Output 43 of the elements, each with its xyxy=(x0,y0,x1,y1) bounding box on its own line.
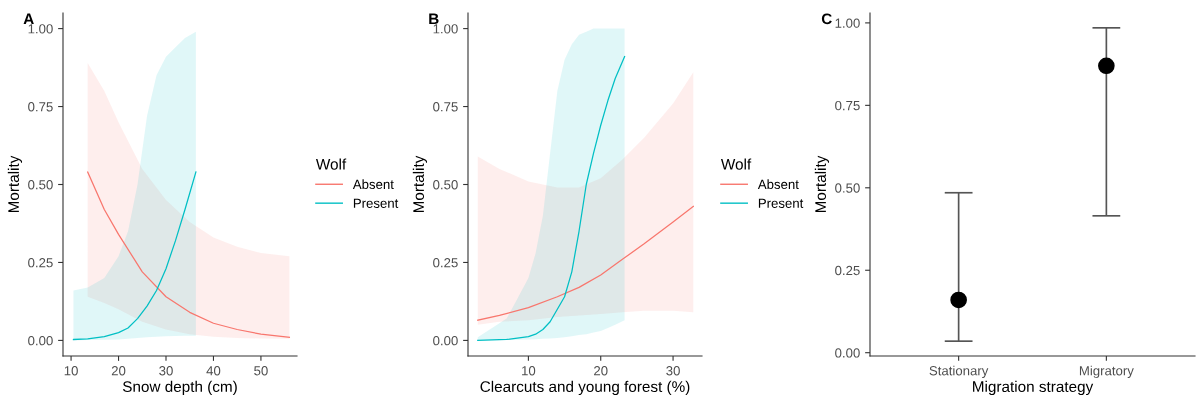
y-tick-label: 0.00 xyxy=(28,335,53,346)
x-tick-label: 50 xyxy=(254,366,268,376)
line-series xyxy=(87,171,291,338)
y-tick-label: 1.00 xyxy=(835,18,860,28)
x-axis-title: Clearcuts and young forest (%) xyxy=(480,380,690,396)
x-axis-title: Migration strategy xyxy=(973,380,1094,396)
x-tick-label: 40 xyxy=(206,366,221,376)
x-axis-title: Snow depth (cm) xyxy=(122,380,237,396)
legend-title: Wolf xyxy=(315,158,347,170)
y-tick-label: 0.50 xyxy=(835,183,860,193)
x-tick-label: 30 xyxy=(666,366,680,376)
chart-title: A xyxy=(23,13,34,25)
x-tick-label: 30 xyxy=(159,366,173,376)
y-axis-title: Mortality xyxy=(412,155,428,213)
y-tick-label: 1.00 xyxy=(433,24,458,34)
x-tick-label: Migratory xyxy=(1079,365,1134,379)
legend-title: Wolf xyxy=(720,158,752,170)
line-series xyxy=(477,205,694,321)
x-tick-label: Stationary xyxy=(929,365,989,379)
legend-label: Present xyxy=(353,198,399,208)
legend-label: Present xyxy=(758,198,804,208)
y-tick-label: 0.25 xyxy=(28,258,53,268)
x-tick-label: 10 xyxy=(64,366,78,376)
y-tick-label: 1.00 xyxy=(28,24,53,34)
y-tick-label: 0.75 xyxy=(835,100,860,111)
y-tick-label: 0.75 xyxy=(28,102,53,112)
y-tick-label: 0.00 xyxy=(835,348,860,358)
y-axis-title: Mortality xyxy=(814,155,830,213)
y-axis-title: Mortality xyxy=(7,155,23,213)
y-tick-label: 0.25 xyxy=(835,265,860,276)
line-series xyxy=(72,171,197,341)
y-tick-label: 0.25 xyxy=(433,258,458,268)
x-tick-label: 20 xyxy=(594,366,608,376)
chart-title: C xyxy=(821,13,832,25)
y-tick-label: 0.50 xyxy=(433,180,458,190)
chart-title: B xyxy=(429,13,439,25)
legend-label: Absent xyxy=(352,179,394,190)
x-tick-label: 20 xyxy=(111,366,126,376)
y-tick-label: 0.50 xyxy=(28,180,53,190)
x-tick-label: 10 xyxy=(522,366,536,376)
y-tick-label: 0.00 xyxy=(433,335,458,346)
legend-label: Absent xyxy=(757,179,799,190)
y-tick-label: 0.75 xyxy=(433,102,458,112)
